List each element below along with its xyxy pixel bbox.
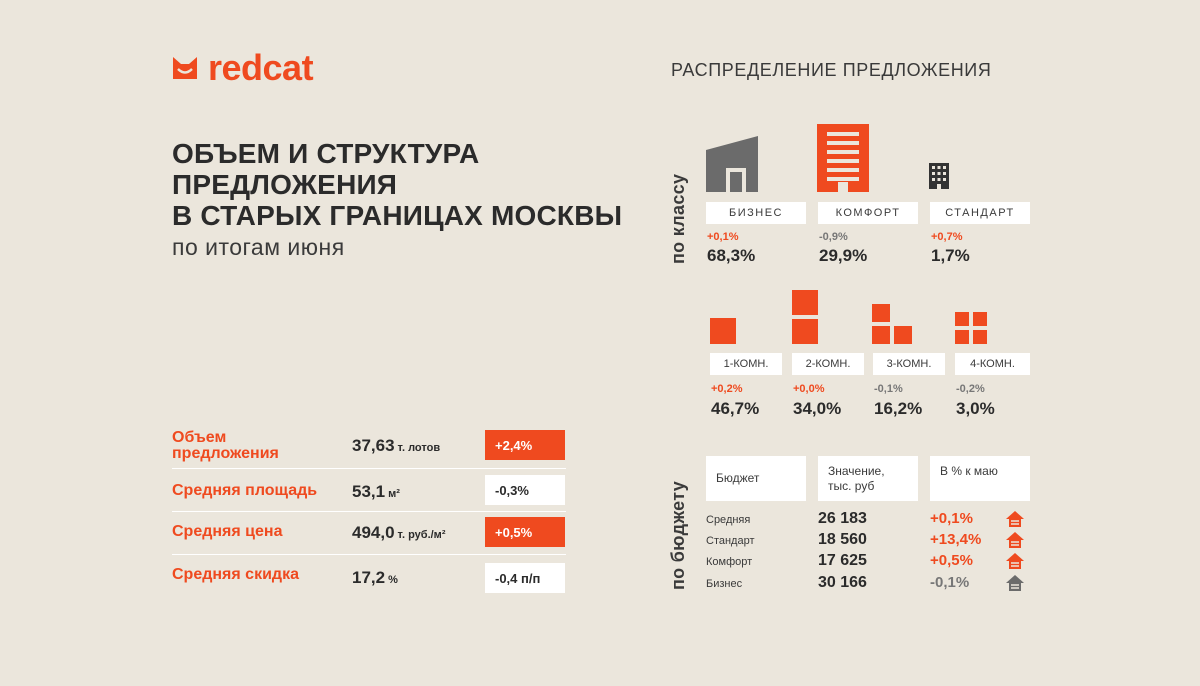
stat-row-price: Средняя цена 494,0 т. руб./м² +0,5% xyxy=(172,512,566,555)
stat-change-badge: -0,4 п/п xyxy=(485,563,565,593)
stat-label: Средняя цена xyxy=(172,523,283,540)
budget-row-label: Комфорт xyxy=(706,556,753,568)
stat-value: 53,1 м² xyxy=(352,482,400,501)
budget-row-change: +13,4% xyxy=(930,531,982,548)
budget-row-value: 17 625 xyxy=(818,552,867,569)
stat-label: Средняя скидка xyxy=(172,566,299,583)
budget-row-change: +0,5% xyxy=(930,552,973,569)
stat-value: 494,0 т. руб./м² xyxy=(352,523,446,542)
stat-label: Средняя площадь xyxy=(172,482,318,499)
distribution-title: РАСПРЕДЕЛЕНИЕ ПРЕДЛОЖЕНИЯ xyxy=(671,60,992,80)
class-label-business: БИЗНЕС xyxy=(706,202,806,224)
budget-row-label: Бизнес xyxy=(706,578,743,590)
house-up-icon xyxy=(1006,511,1024,527)
budget-row-value: 26 183 xyxy=(818,510,867,527)
standard-building-icon xyxy=(929,163,949,189)
class-share: 29,9% xyxy=(819,246,868,265)
room-label-2: 2-КОМН. xyxy=(792,353,864,375)
budget-row-value: 18 560 xyxy=(818,531,867,548)
comfort-building-icon xyxy=(817,124,869,192)
room-share: 46,7% xyxy=(711,399,760,418)
house-up-icon xyxy=(1006,553,1024,569)
room-change: +0,2% xyxy=(711,383,743,395)
house-up-icon xyxy=(1006,532,1024,548)
class-label-standard: СТАНДАРТ xyxy=(930,202,1030,224)
budget-header-value: Значение, тыс. руб xyxy=(818,456,918,501)
budget-row-label: Средняя xyxy=(706,514,751,526)
budget-row-value: 30 166 xyxy=(818,574,867,591)
stat-row-area: Средняя площадь 53,1 м² -0,3% xyxy=(172,469,566,512)
stat-row-discount: Средняя скидка 17,2% -0,4 п/п xyxy=(172,555,566,598)
class-share: 68,3% xyxy=(707,246,756,265)
stat-label: Объем предложения xyxy=(172,429,279,462)
class-change: +0,1% xyxy=(707,231,739,243)
room-change: +0,0% xyxy=(793,383,825,395)
title-line: В СТАРЫХ ГРАНИЦАХ МОСКВЫ xyxy=(172,200,623,231)
two-room-icon xyxy=(792,290,818,344)
page-subtitle: по итогам июня xyxy=(172,234,345,260)
class-label-comfort: КОМФОРТ xyxy=(818,202,918,224)
by-budget-axis-label: по бюджету xyxy=(668,480,688,590)
room-label-4: 4-КОМН. xyxy=(955,353,1030,375)
budget-header-budget: Бюджет xyxy=(706,456,806,501)
room-label-3: 3-КОМН. xyxy=(873,353,945,375)
stat-change-badge: +0,5% xyxy=(485,517,565,547)
cat-ears-icon xyxy=(173,57,197,79)
brand-logo: redcat xyxy=(172,47,314,88)
stats-table: Объем предложения 37,63 т. лотов +2,4% Ср… xyxy=(172,426,566,598)
budget-row-label: Стандарт xyxy=(706,535,755,547)
house-down-icon xyxy=(1006,575,1024,591)
room-share: 3,0% xyxy=(956,399,995,418)
four-room-icon xyxy=(955,312,987,344)
brand-name: redcat xyxy=(208,47,314,88)
room-change: -0,1% xyxy=(874,383,903,395)
room-change: -0,2% xyxy=(956,383,985,395)
title-line: ПРЕДЛОЖЕНИЯ xyxy=(172,169,398,200)
stat-value: 37,63 т. лотов xyxy=(352,436,441,455)
stat-value: 17,2% xyxy=(352,568,398,587)
room-share: 34,0% xyxy=(793,399,842,418)
room-share: 16,2% xyxy=(874,399,923,418)
class-change: -0,9% xyxy=(819,231,848,243)
budget-row-change: +0,1% xyxy=(930,510,973,527)
one-room-icon xyxy=(710,318,736,344)
title-line: ОБЪЕМ И СТРУКТУРА xyxy=(172,138,480,169)
business-building-icon xyxy=(706,136,758,192)
stat-change-badge: -0,3% xyxy=(485,475,565,505)
room-label-1: 1-КОМН. xyxy=(710,353,782,375)
stat-row-volume: Объем предложения 37,63 т. лотов +2,4% xyxy=(172,426,566,469)
class-change: +0,7% xyxy=(931,231,963,243)
stat-change-badge: +2,4% xyxy=(485,430,565,460)
three-room-icon xyxy=(872,304,912,344)
budget-row-change: -0,1% xyxy=(930,574,970,591)
page-title: ОБЪЕМ И СТРУКТУРА ПРЕДЛОЖЕНИЯ В СТАРЫХ Г… xyxy=(172,138,622,231)
budget-header-change: В % к маю xyxy=(930,456,1030,501)
class-share: 1,7% xyxy=(931,246,970,265)
by-class-axis-label: по классу xyxy=(668,173,688,264)
